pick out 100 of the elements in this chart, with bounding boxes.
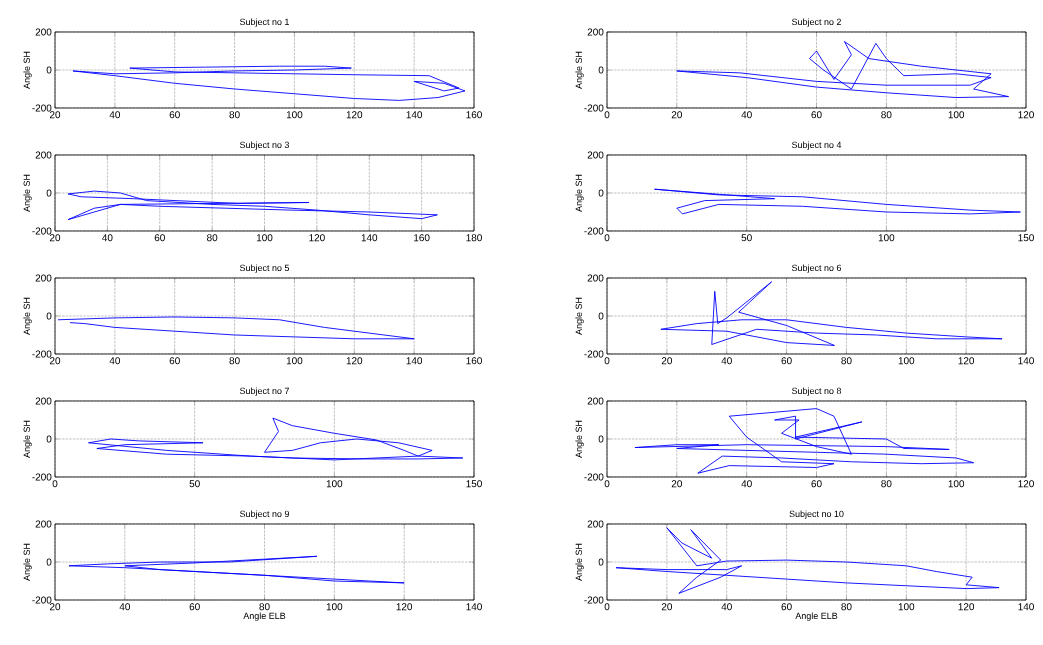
- x-tick-label: 0: [604, 603, 610, 611]
- y-tick-label: 0: [598, 66, 604, 74]
- y-axis-title: Angle SH: [575, 420, 584, 458]
- x-tick-label: 120: [958, 603, 975, 611]
- y-axis-title: Angle SH: [23, 174, 32, 212]
- y-tick-label: -200: [32, 227, 52, 235]
- y-tick-label: 200: [35, 28, 52, 36]
- x-tick-label: 180: [466, 234, 482, 242]
- x-tick-label: 40: [109, 357, 121, 365]
- chart-title: Subject no 9: [239, 510, 289, 519]
- y-tick-label: 200: [35, 520, 52, 528]
- chart-title: Subject no 8: [791, 387, 842, 396]
- x-tick-label: 120: [346, 357, 363, 365]
- x-tick-label: 0: [604, 234, 610, 242]
- y-tick-label: -200: [584, 350, 604, 358]
- y-tick-label: -200: [584, 473, 604, 481]
- y-tick-label: 0: [46, 66, 52, 74]
- chart-title: Subject no 10: [789, 510, 844, 519]
- x-tick-label: 140: [1018, 603, 1034, 611]
- y-tick-label: -200: [32, 350, 52, 358]
- y-axis-title: Angle SH: [23, 420, 32, 458]
- y-tick-label: 200: [35, 151, 52, 159]
- x-tick-label: 80: [229, 111, 240, 119]
- x-tick-label: 20: [661, 603, 673, 611]
- x-tick-label: 60: [169, 357, 180, 365]
- y-tick-label: 200: [587, 274, 604, 282]
- y-tick-label: 200: [587, 397, 604, 405]
- chart-title: Subject no 1: [239, 18, 289, 27]
- y-axis-title: Angle SH: [575, 51, 584, 89]
- x-tick-label: 100: [898, 357, 915, 365]
- x-tick-label: 60: [781, 357, 792, 365]
- x-tick-label: 20: [671, 111, 682, 119]
- x-tick-label: 60: [189, 603, 200, 611]
- y-axis-title: Angle SH: [23, 543, 32, 581]
- x-tick-label: 120: [346, 111, 363, 119]
- y-tick-label: -200: [584, 227, 604, 235]
- x-tick-label: 40: [721, 357, 732, 365]
- y-tick-label: 0: [46, 189, 52, 197]
- x-tick-label: 100: [326, 603, 343, 611]
- y-tick-label: -200: [584, 596, 604, 604]
- x-tick-label: 40: [119, 603, 130, 611]
- x-tick-label: 40: [741, 111, 752, 119]
- y-tick-label: 0: [46, 558, 52, 566]
- y-tick-label: -200: [32, 104, 52, 112]
- x-tick-label: 80: [207, 234, 218, 242]
- x-tick-label: 40: [741, 480, 752, 488]
- x-tick-label: 60: [811, 111, 822, 119]
- x-tick-label: 20: [49, 603, 61, 611]
- x-tick-label: 50: [189, 480, 200, 488]
- x-tick-label: 40: [102, 234, 113, 242]
- x-tick-label: 140: [466, 603, 482, 611]
- x-tick-label: 120: [958, 357, 975, 365]
- y-tick-label: 200: [587, 151, 604, 159]
- x-tick-label: 40: [109, 111, 121, 119]
- x-tick-label: 160: [466, 111, 482, 119]
- x-tick-label: 100: [286, 111, 303, 119]
- x-tick-label: 100: [326, 480, 343, 488]
- x-tick-label: 140: [361, 234, 378, 242]
- x-tick-label: 80: [841, 603, 852, 611]
- y-tick-label: 0: [598, 189, 604, 197]
- y-tick-label: 200: [587, 520, 604, 528]
- x-tick-label: 100: [878, 234, 895, 242]
- x-tick-label: 80: [881, 111, 892, 119]
- x-axis-title: Angle ELB: [243, 612, 286, 621]
- x-tick-label: 150: [1018, 234, 1034, 242]
- x-tick-label: 120: [1018, 111, 1034, 119]
- x-tick-label: 20: [49, 357, 61, 365]
- x-tick-label: 0: [604, 111, 610, 119]
- x-tick-label: 100: [948, 111, 965, 119]
- y-axis-title: Angle SH: [23, 297, 32, 335]
- x-tick-label: 160: [466, 357, 482, 365]
- chart-title: Subject no 2: [791, 18, 841, 27]
- y-axis-title: Angle SH: [575, 543, 584, 581]
- x-tick-label: 50: [741, 234, 752, 242]
- x-tick-label: 140: [1018, 357, 1034, 365]
- chart-title: Subject no 7: [239, 387, 289, 396]
- x-tick-label: 20: [671, 480, 682, 488]
- chart-title: Subject no 6: [791, 264, 842, 273]
- x-tick-label: 80: [841, 357, 852, 365]
- x-tick-label: 140: [406, 357, 423, 365]
- x-tick-label: 120: [396, 603, 413, 611]
- y-axis-title: Angle SH: [23, 51, 32, 89]
- y-tick-label: -200: [32, 473, 52, 481]
- x-tick-label: 0: [604, 357, 610, 365]
- x-tick-label: 100: [256, 234, 273, 242]
- y-tick-label: 0: [598, 312, 604, 320]
- y-tick-label: 200: [35, 274, 52, 282]
- x-tick-label: 0: [52, 480, 58, 488]
- x-tick-label: 80: [259, 603, 270, 611]
- x-tick-label: 150: [466, 480, 482, 488]
- x-tick-label: 60: [169, 111, 180, 119]
- x-tick-label: 160: [414, 234, 430, 242]
- y-axis-title: Angle SH: [575, 174, 584, 212]
- x-tick-label: 20: [49, 234, 61, 242]
- chart-title: Subject no 3: [239, 141, 290, 150]
- y-tick-label: 200: [35, 397, 52, 405]
- y-tick-label: 0: [598, 558, 604, 566]
- x-tick-label: 100: [948, 480, 965, 488]
- y-tick-label: 0: [598, 435, 604, 443]
- y-tick-label: -200: [32, 596, 52, 604]
